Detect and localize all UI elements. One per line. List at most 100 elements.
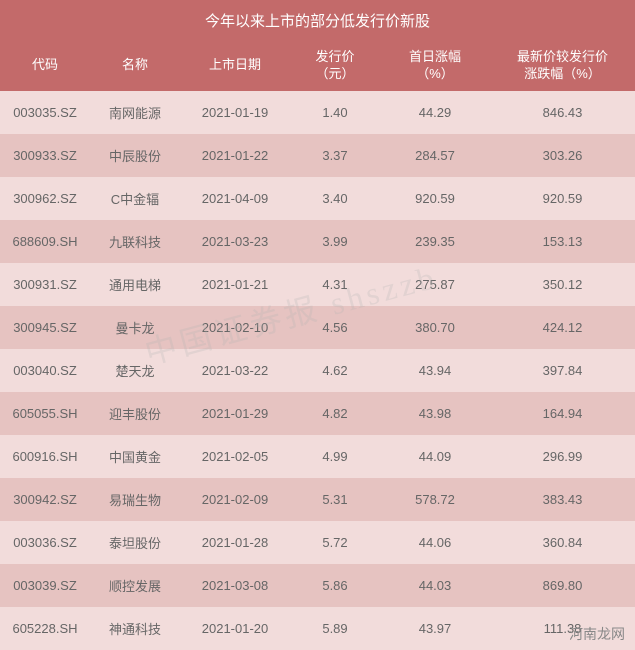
table-cell: 605228.SH: [0, 607, 90, 650]
table-cell: 2021-01-19: [180, 91, 290, 134]
table-row: 605055.SH迎丰股份2021-01-294.8243.98164.94: [0, 392, 635, 435]
stock-table: 今年以来上市的部分低发行价新股 代码 名称 上市日期 发行价（元） 首日涨幅（%…: [0, 0, 635, 650]
table-cell: 920.59: [490, 177, 635, 220]
table-cell: 2021-01-20: [180, 607, 290, 650]
table-cell: 003039.SZ: [0, 564, 90, 607]
table-cell: 2021-01-29: [180, 392, 290, 435]
table-cell: 605055.SH: [0, 392, 90, 435]
table-cell: 顺控发展: [90, 564, 180, 607]
table-title: 今年以来上市的部分低发行价新股: [0, 0, 635, 41]
table-cell: 869.80: [490, 564, 635, 607]
table-cell: 4.82: [290, 392, 380, 435]
table-cell: 2021-02-05: [180, 435, 290, 478]
table-cell: 2021-03-23: [180, 220, 290, 263]
table-cell: 中辰股份: [90, 134, 180, 177]
table-cell: 曼卡龙: [90, 306, 180, 349]
table-cell: 44.06: [380, 521, 490, 564]
table-cell: 楚天龙: [90, 349, 180, 392]
table-cell: 3.99: [290, 220, 380, 263]
table-cell: C中金辐: [90, 177, 180, 220]
table-row: 300945.SZ曼卡龙2021-02-104.56380.70424.12: [0, 306, 635, 349]
table-cell: 303.26: [490, 134, 635, 177]
table-cell: 易瑞生物: [90, 478, 180, 521]
table-cell: 44.03: [380, 564, 490, 607]
table-cell: 5.72: [290, 521, 380, 564]
table-cell: 2021-04-09: [180, 177, 290, 220]
table-cell: 2021-03-22: [180, 349, 290, 392]
table-cell: 164.94: [490, 392, 635, 435]
table-row: 300962.SZC中金辐2021-04-093.40920.59920.59: [0, 177, 635, 220]
table-cell: 迎丰股份: [90, 392, 180, 435]
table-cell: 296.99: [490, 435, 635, 478]
table-cell: 44.29: [380, 91, 490, 134]
table-cell: 九联科技: [90, 220, 180, 263]
site-label: 河南龙网: [569, 624, 625, 644]
table-cell: 5.31: [290, 478, 380, 521]
table-cell: 578.72: [380, 478, 490, 521]
table-cell: 2021-03-08: [180, 564, 290, 607]
table-cell: 泰坦股份: [90, 521, 180, 564]
table-cell: 846.43: [490, 91, 635, 134]
table-body: 003035.SZ南网能源2021-01-191.4044.29846.4330…: [0, 91, 635, 650]
table-cell: 43.94: [380, 349, 490, 392]
table-cell: 2021-01-28: [180, 521, 290, 564]
table-cell: 3.40: [290, 177, 380, 220]
table-cell: 360.84: [490, 521, 635, 564]
table-cell: 南网能源: [90, 91, 180, 134]
table-row: 300931.SZ通用电梯2021-01-214.31275.87350.12: [0, 263, 635, 306]
table-cell: 153.13: [490, 220, 635, 263]
header-name: 名称: [90, 41, 180, 91]
table-cell: 003040.SZ: [0, 349, 90, 392]
header-price: 发行价（元）: [290, 41, 380, 91]
table-cell: 神通科技: [90, 607, 180, 650]
table-row: 300942.SZ易瑞生物2021-02-095.31578.72383.43: [0, 478, 635, 521]
table-cell: 4.31: [290, 263, 380, 306]
table-cell: 275.87: [380, 263, 490, 306]
table-cell: 43.97: [380, 607, 490, 650]
table-header-row: 代码 名称 上市日期 发行价（元） 首日涨幅（%） 最新价较发行价涨跌幅（%）: [0, 41, 635, 91]
table-cell: 003036.SZ: [0, 521, 90, 564]
table-cell: 3.37: [290, 134, 380, 177]
table-row: 003039.SZ顺控发展2021-03-085.8644.03869.80: [0, 564, 635, 607]
table-row: 003035.SZ南网能源2021-01-191.4044.29846.43: [0, 91, 635, 134]
table-cell: 43.98: [380, 392, 490, 435]
table-row: 600916.SH中国黄金2021-02-054.9944.09296.99: [0, 435, 635, 478]
table-cell: 2021-02-09: [180, 478, 290, 521]
table-cell: 中国黄金: [90, 435, 180, 478]
table-cell: 300945.SZ: [0, 306, 90, 349]
table-row: 688609.SH九联科技2021-03-233.99239.35153.13: [0, 220, 635, 263]
header-change: 最新价较发行价涨跌幅（%）: [490, 41, 635, 91]
table-row: 605228.SH神通科技2021-01-205.8943.97111.38: [0, 607, 635, 650]
table-cell: 4.99: [290, 435, 380, 478]
table-cell: 300962.SZ: [0, 177, 90, 220]
table-cell: 920.59: [380, 177, 490, 220]
table-row: 003040.SZ楚天龙2021-03-224.6243.94397.84: [0, 349, 635, 392]
table-cell: 600916.SH: [0, 435, 90, 478]
table-cell: 1.40: [290, 91, 380, 134]
table-cell: 380.70: [380, 306, 490, 349]
table-cell: 300933.SZ: [0, 134, 90, 177]
table-cell: 2021-02-10: [180, 306, 290, 349]
table-cell: 688609.SH: [0, 220, 90, 263]
table-cell: 300931.SZ: [0, 263, 90, 306]
table-cell: 350.12: [490, 263, 635, 306]
table-cell: 4.62: [290, 349, 380, 392]
table-row: 300933.SZ中辰股份2021-01-223.37284.57303.26: [0, 134, 635, 177]
table-cell: 239.35: [380, 220, 490, 263]
header-date: 上市日期: [180, 41, 290, 91]
header-first: 首日涨幅（%）: [380, 41, 490, 91]
table-cell: 通用电梯: [90, 263, 180, 306]
table-cell: 5.89: [290, 607, 380, 650]
table-cell: 300942.SZ: [0, 478, 90, 521]
table-row: 003036.SZ泰坦股份2021-01-285.7244.06360.84: [0, 521, 635, 564]
table-cell: 397.84: [490, 349, 635, 392]
table-cell: 284.57: [380, 134, 490, 177]
table-cell: 5.86: [290, 564, 380, 607]
table-cell: 2021-01-22: [180, 134, 290, 177]
table-cell: 383.43: [490, 478, 635, 521]
table-cell: 003035.SZ: [0, 91, 90, 134]
table-cell: 4.56: [290, 306, 380, 349]
header-code: 代码: [0, 41, 90, 91]
table-cell: 44.09: [380, 435, 490, 478]
table-cell: 2021-01-21: [180, 263, 290, 306]
